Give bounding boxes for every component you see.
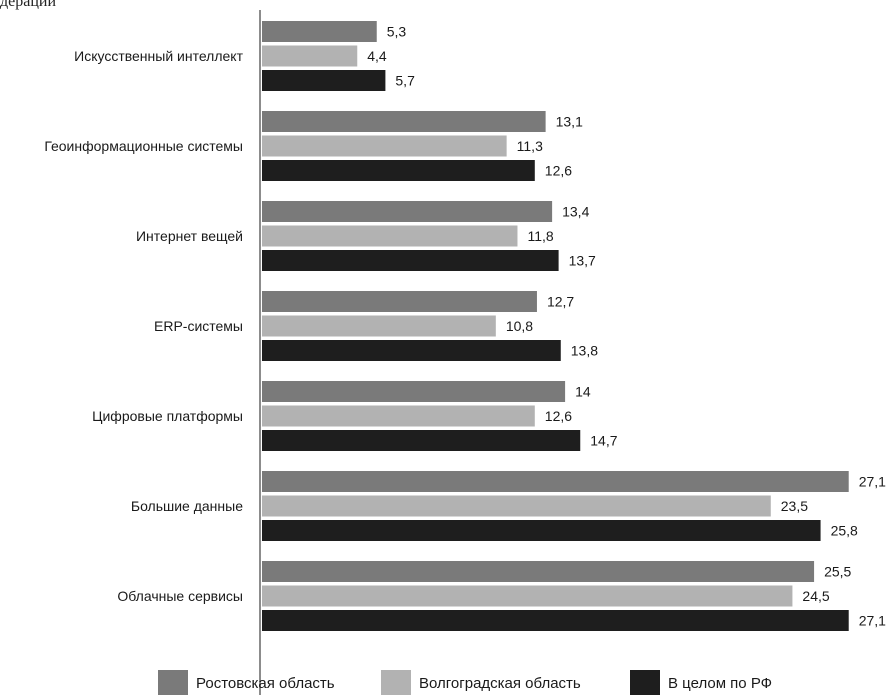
legend-label-1: Ростовская область xyxy=(196,675,335,692)
value-label: 25,5 xyxy=(824,564,851,580)
value-label: 14 xyxy=(575,384,591,400)
bar-3-облачные-сервисы xyxy=(262,610,849,631)
bar-1-большие-данные xyxy=(262,471,849,492)
category-label: Геоинформационные системы xyxy=(44,138,243,154)
bar-3-геоинформационные-системы xyxy=(262,160,535,181)
value-label: 13,7 xyxy=(569,253,596,269)
value-label: 27,1 xyxy=(859,474,886,490)
value-label: 14,7 xyxy=(590,433,617,449)
bar-2-цифровые-платформы xyxy=(262,405,535,427)
category-label: Искусственный интеллект xyxy=(74,48,243,64)
value-label: 12,6 xyxy=(545,163,572,179)
value-label: 5,7 xyxy=(395,73,415,89)
bar-1-геоинформационные-системы xyxy=(262,111,546,132)
bar-2-интернет-вещей xyxy=(262,225,518,247)
legend-label-3: В целом по РФ xyxy=(668,675,772,692)
value-label: 5,3 xyxy=(387,24,407,40)
category-label: Цифровые платформы xyxy=(92,408,243,424)
legend: Ростовская область Волгоградская область В… xyxy=(158,670,772,695)
legend-label-2: Волгоградская область xyxy=(419,675,581,692)
legend-swatch-1 xyxy=(158,670,188,695)
bar-2-большие-данные xyxy=(262,495,771,517)
bar-1-интернет-вещей xyxy=(262,201,553,222)
bar-3-цифровые-платформы xyxy=(262,430,581,451)
category-label: Облачные сервисы xyxy=(117,588,243,604)
value-label: 12,6 xyxy=(545,408,572,424)
value-labels: 5,34,45,713,111,312,613,411,813,712,710,… xyxy=(367,24,886,629)
value-label: 13,8 xyxy=(571,343,598,359)
bar-1-искусственный-интеллект xyxy=(262,21,377,42)
bar-2-геоинформационные-системы xyxy=(262,135,507,157)
bar-3-большие-данные xyxy=(262,520,821,541)
value-label: 10,8 xyxy=(506,318,533,334)
category-label: Большие данные xyxy=(131,498,243,514)
bar-2-erp-системы xyxy=(262,315,496,337)
value-label: 25,8 xyxy=(831,523,858,539)
bar-1-цифровые-платформы xyxy=(262,381,566,402)
value-label: 24,5 xyxy=(802,588,829,604)
category-labels: Искусственный интеллект Геоинформационные… xyxy=(44,48,243,604)
bar-1-облачные-сервисы xyxy=(262,561,815,582)
value-label: 4,4 xyxy=(367,48,387,64)
value-label: 11,8 xyxy=(527,228,553,244)
bar-3-интернет-вещей xyxy=(262,250,559,271)
bar-2-искусственный-интеллект xyxy=(262,45,358,67)
value-label: 13,4 xyxy=(562,204,589,220)
bar-3-искусственный-интеллект xyxy=(262,70,386,91)
bar-3-erp-системы xyxy=(262,340,561,361)
value-label: 23,5 xyxy=(781,498,808,514)
legend-swatch-3 xyxy=(630,670,660,695)
bars xyxy=(262,21,849,631)
top-text-fragment: дерации xyxy=(0,0,56,10)
bar-1-erp-системы xyxy=(262,291,537,312)
value-label: 13,1 xyxy=(556,114,583,130)
bar-2-облачные-сервисы xyxy=(262,585,793,607)
category-label: ERP-системы xyxy=(154,318,243,334)
value-label: 11,3 xyxy=(517,138,543,154)
legend-swatch-2 xyxy=(381,670,411,695)
category-label: Интернет вещей xyxy=(136,228,243,244)
value-label: 27,1 xyxy=(859,613,886,629)
value-label: 12,7 xyxy=(547,294,574,310)
